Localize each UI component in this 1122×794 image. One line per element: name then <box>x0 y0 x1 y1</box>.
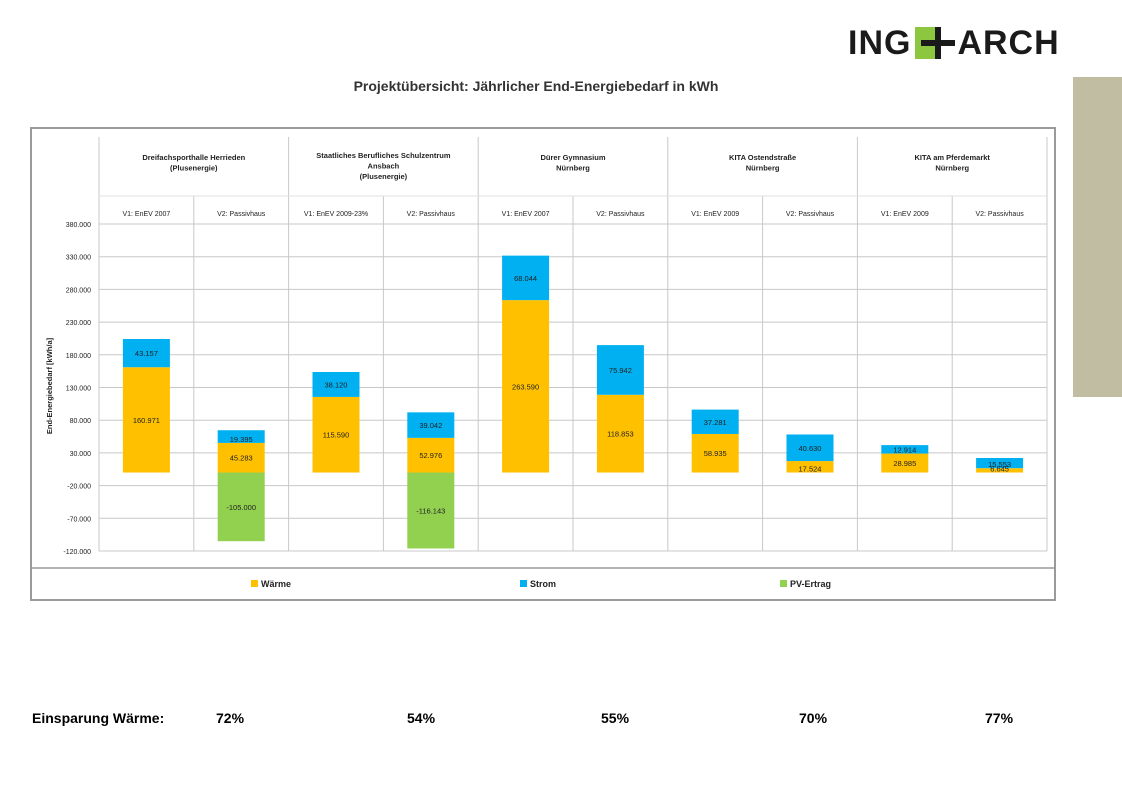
data-label-pv: -105.000 <box>226 503 256 512</box>
group-name: KITA Ostendstraße <box>729 153 796 162</box>
bar-strom <box>786 434 834 462</box>
bar-waerme <box>122 367 170 473</box>
y-tick-label: 80.000 <box>70 418 92 425</box>
group-name: (Plusenergie) <box>170 164 218 173</box>
group-name: Ansbach <box>368 162 400 171</box>
bar-waerme <box>976 468 1024 473</box>
y-tick-label: -120.000 <box>63 549 91 556</box>
decorative-side-bar <box>1073 77 1122 397</box>
data-label-strom: 39.042 <box>419 421 442 430</box>
variant-label: V2: Passivhaus <box>217 211 266 218</box>
bar-pv-ertrag <box>407 472 455 549</box>
group-name: KITA am Pferdemarkt <box>914 153 990 162</box>
bar-strom <box>596 345 644 395</box>
legend-swatch <box>251 580 258 587</box>
bar-strom <box>881 445 929 454</box>
group-name: Nürnberg <box>746 164 780 173</box>
data-label-strom: 19.395 <box>230 435 253 444</box>
variant-label: V2: Passivhaus <box>786 211 835 218</box>
data-label-waerme: 45.283 <box>230 454 253 463</box>
bar-pv-ertrag <box>217 472 265 542</box>
plus-logo-icon <box>915 27 956 59</box>
savings-label: Einsparung Wärme: <box>32 710 165 726</box>
data-label-strom: 37.281 <box>704 418 727 427</box>
data-label-waerme: 6.645 <box>990 465 1009 474</box>
legend-swatch <box>780 580 787 587</box>
group-name: Staatliches Berufliches Schulzentrum <box>316 151 451 160</box>
data-label-strom: 75.942 <box>609 366 632 375</box>
bar-waerme <box>312 396 360 473</box>
bar-strom <box>312 371 360 397</box>
bar-strom <box>976 458 1024 469</box>
savings-value-1: 72% <box>216 710 245 726</box>
savings-value-3: 55% <box>601 710 630 726</box>
y-axis-label: End-Energiebedarf [kWh/a] <box>45 337 54 434</box>
bar-waerme <box>407 437 455 473</box>
y-tick-label: 180.000 <box>66 353 91 360</box>
bar-waerme <box>217 442 265 473</box>
data-label-strom: 15.553 <box>988 460 1011 469</box>
data-label-strom: 43.157 <box>135 349 158 358</box>
group-name: Dürer Gymnasium <box>540 153 605 162</box>
variant-label: V1: EnEV 2009 <box>881 211 929 218</box>
data-label-waerme: 52.976 <box>419 451 442 460</box>
data-label-strom: 38.120 <box>325 380 348 389</box>
company-logo: ING ARCH <box>848 26 1060 60</box>
data-label-waerme: 160.971 <box>133 416 160 425</box>
bar-strom <box>502 255 550 301</box>
data-label-pv: -116.143 <box>416 506 445 515</box>
bar-waerme <box>786 461 834 473</box>
legend-label: Strom <box>530 579 556 589</box>
savings-value-5: 77% <box>985 710 1014 726</box>
variant-label: V2: Passivhaus <box>975 211 1024 218</box>
variant-label: V2: Passivhaus <box>596 211 645 218</box>
logo-text-right: ARCH <box>957 24 1060 62</box>
data-label-strom: 68.044 <box>514 274 537 283</box>
legend-label: Wärme <box>261 579 291 589</box>
y-tick-label: 380.000 <box>66 222 91 229</box>
data-label-strom: 40.630 <box>799 444 822 453</box>
data-label-waerme: 263.590 <box>512 382 539 391</box>
data-label-waerme: 17.524 <box>799 465 822 474</box>
y-tick-label: 30.000 <box>70 451 92 458</box>
variant-label: V2: Passivhaus <box>407 211 456 218</box>
y-tick-label: 280.000 <box>66 287 91 294</box>
bar-waerme <box>881 453 929 473</box>
legend-label: PV-Ertrag <box>790 579 831 589</box>
data-label-strom: 12.914 <box>893 446 916 455</box>
logo-text-left: ING <box>848 24 912 62</box>
legend-swatch <box>520 580 527 587</box>
bar-strom <box>407 412 455 438</box>
bar-strom <box>122 339 170 368</box>
variant-label: V1: EnEV 2007 <box>502 211 550 218</box>
variant-label: V1: EnEV 2009 <box>691 211 739 218</box>
group-name: (Plusenergie) <box>360 172 408 181</box>
bar-strom <box>691 409 739 434</box>
y-tick-label: 130.000 <box>66 386 91 393</box>
bar-waerme <box>691 433 739 473</box>
bar-waerme <box>502 300 550 473</box>
data-label-waerme: 115.590 <box>323 431 350 440</box>
group-name: Nürnberg <box>556 164 590 173</box>
savings-value-2: 54% <box>407 710 436 726</box>
group-name: Dreifachsporthalle Herrieden <box>142 153 245 162</box>
data-label-waerme: 28.985 <box>893 459 916 468</box>
data-label-waerme: 118.853 <box>607 430 634 439</box>
savings-value-4: 70% <box>799 710 828 726</box>
y-tick-label: 230.000 <box>66 320 91 327</box>
y-tick-label: -70.000 <box>67 516 91 523</box>
bar-strom <box>217 430 265 443</box>
group-name: Nürnberg <box>935 164 969 173</box>
y-tick-label: 330.000 <box>66 255 91 262</box>
data-label-waerme: 58.935 <box>704 449 727 458</box>
y-tick-label: -20.000 <box>67 484 91 491</box>
chart-title: Projektübersicht: Jährlicher End-Energie… <box>353 78 719 94</box>
variant-label: V1: EnEV 2007 <box>122 211 170 218</box>
variant-label: V1: EnEV 2009-23% <box>304 211 368 218</box>
bar-waerme <box>596 394 644 473</box>
